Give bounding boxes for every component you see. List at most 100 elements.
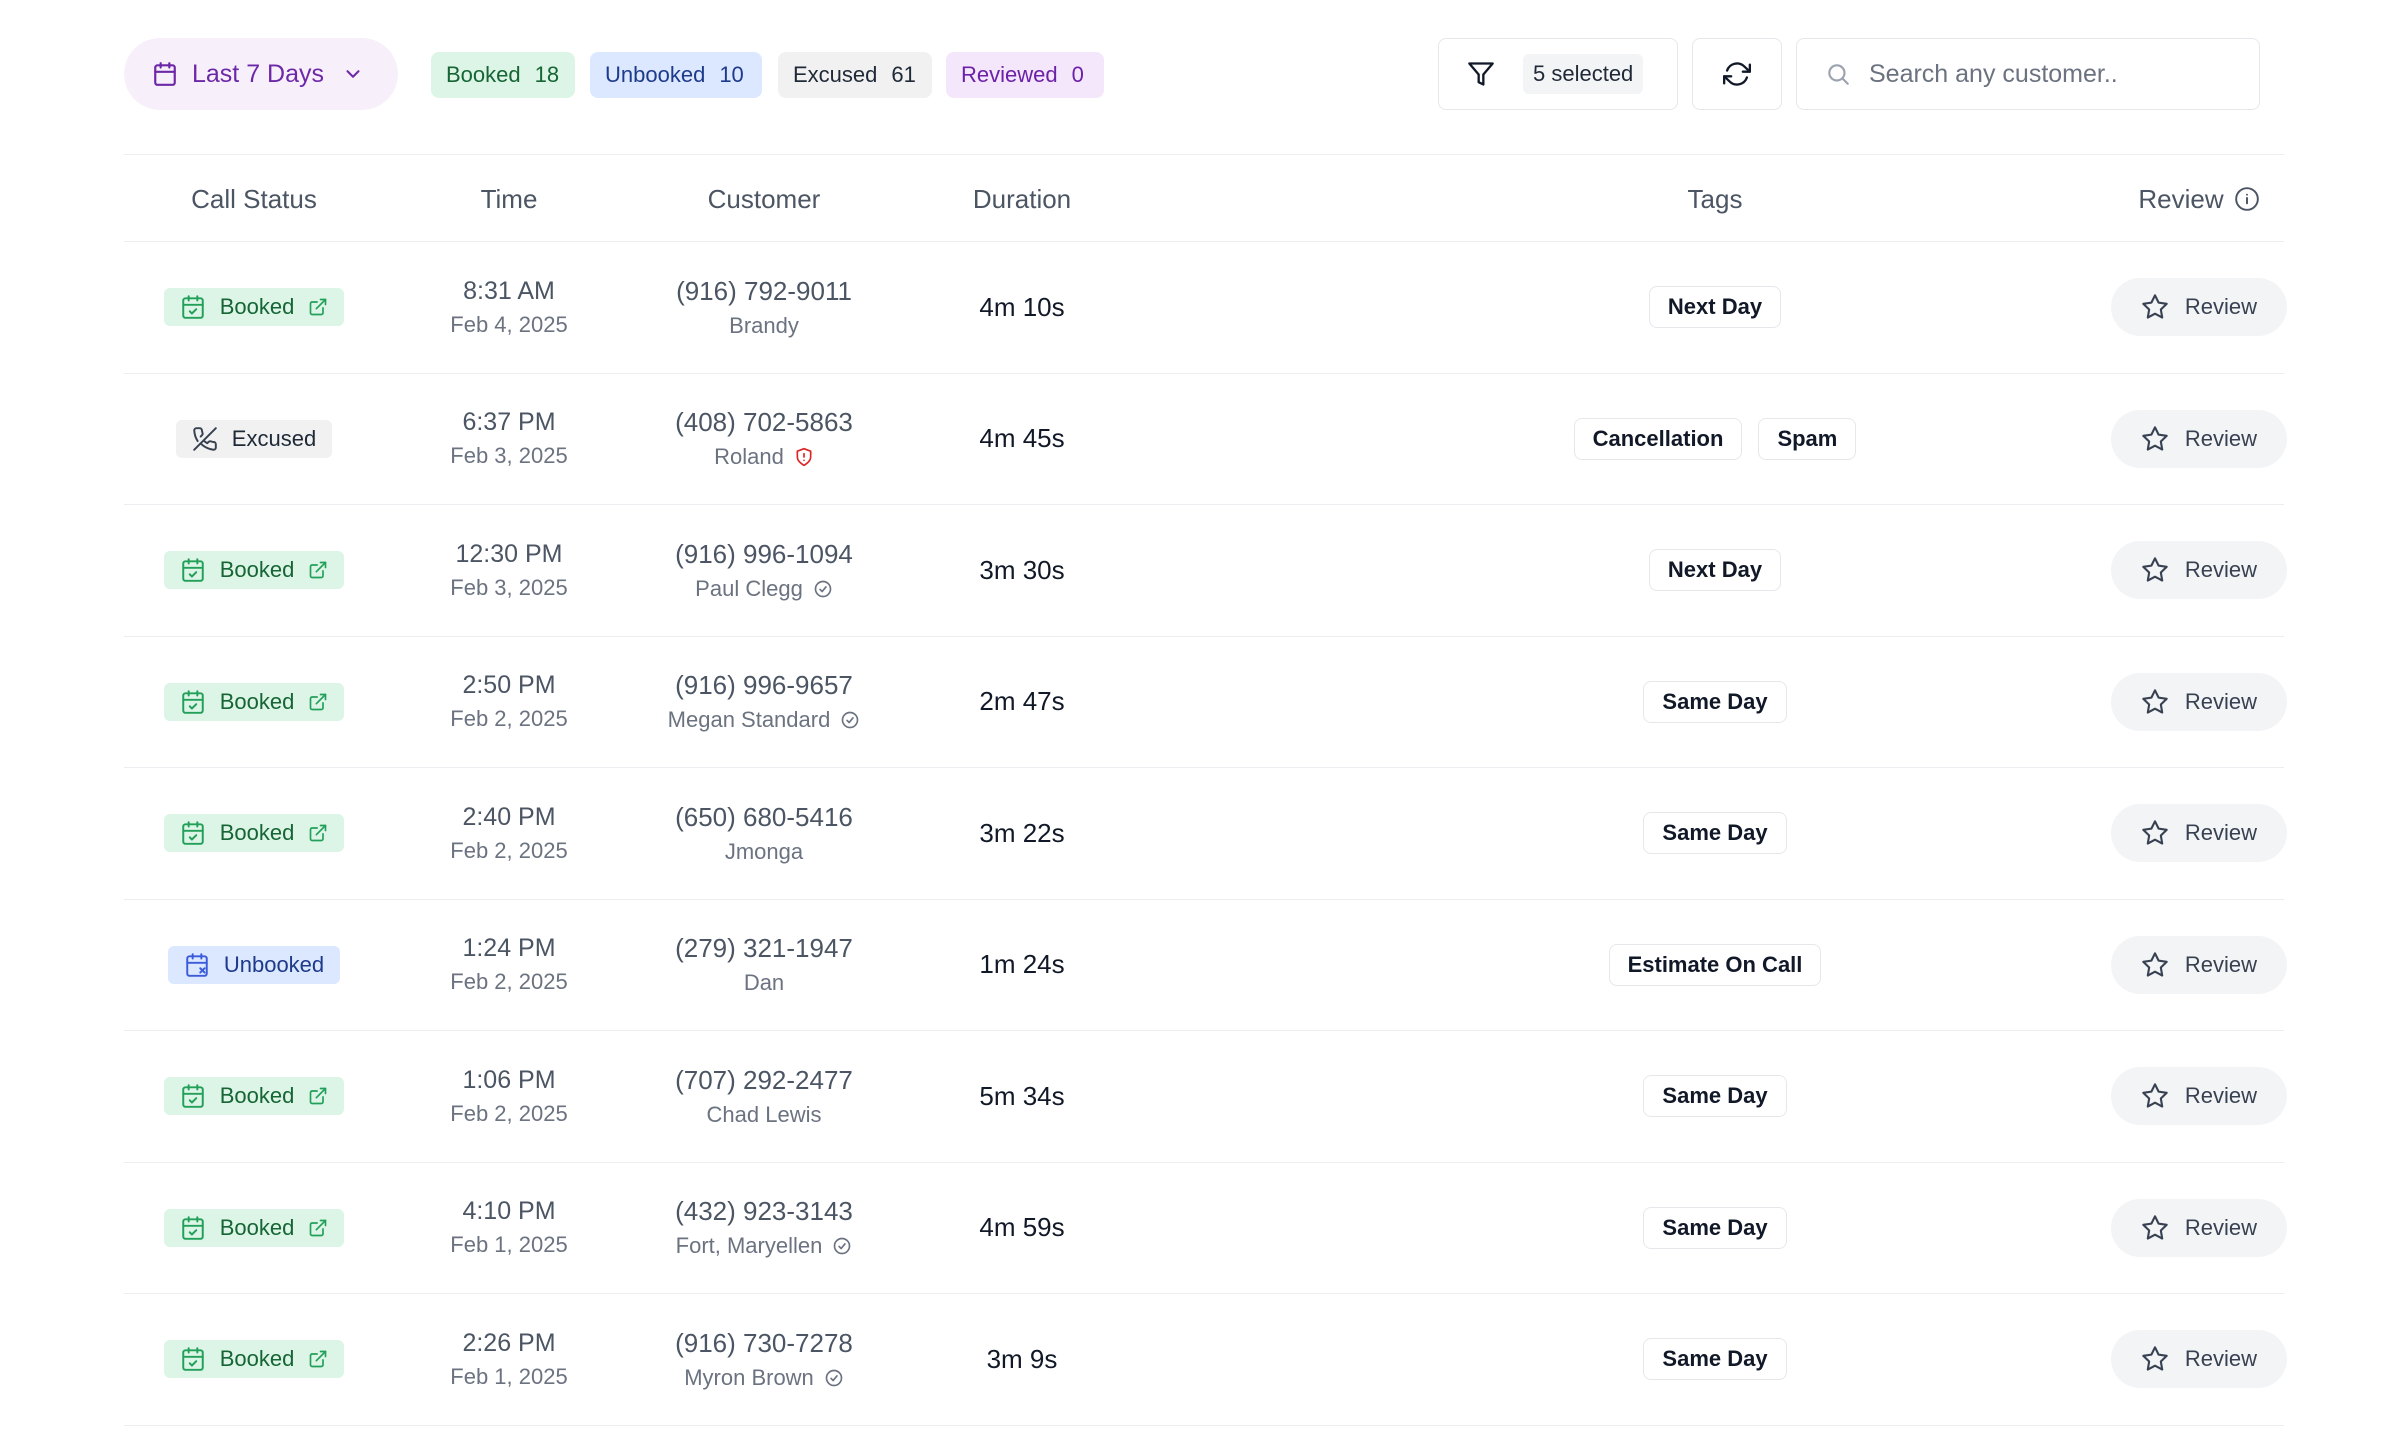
info-icon[interactable] [2234,186,2260,212]
review-button[interactable]: Review [2111,1330,2287,1389]
status-cell: Booked [124,768,384,899]
table-row[interactable]: Booked 2:26 PM Feb 1, 2025 (916) 730-727… [124,1294,2287,1426]
review-cell: Review [1984,505,2398,636]
star-icon [2141,1214,2169,1242]
verified-check-icon [840,710,860,730]
external-link-icon[interactable] [308,692,328,712]
review-button[interactable]: Review [2111,1198,2287,1257]
external-link-icon[interactable] [308,1086,328,1106]
external-link-icon[interactable] [308,1218,328,1238]
status-badge[interactable]: Booked [163,1340,345,1379]
table-row[interactable]: Booked 8:31 AM Feb 4, 2025 (916) 792-901… [124,242,2287,374]
customer-cell[interactable]: (432) 923-3143 Fort, Maryellen [634,1163,894,1294]
call-time: 2:50 PM [462,671,556,700]
status-label: Booked [219,820,295,846]
review-button[interactable]: Review [2111,278,2287,337]
tag-chip[interactable]: Same Day [1643,1338,1787,1381]
duration-cell: 5m 34s [894,1031,1150,1162]
table-row[interactable]: Booked 4:10 PM Feb 1, 2025 (432) 923-314… [124,1163,2287,1294]
call-duration: 3m 30s [979,554,1065,585]
badge-label: Booked [446,62,521,87]
excused-count-badge[interactable]: Excused 61 [778,52,932,98]
review-button-label: Review [2184,951,2258,977]
status-badge[interactable]: Excused [175,419,333,458]
review-button[interactable]: Review [2111,1067,2287,1126]
review-button[interactable]: Review [2111,409,2287,468]
header-time[interactable]: Time [480,183,538,214]
customer-phone: (432) 923-3143 [675,1196,853,1227]
tag-chip[interactable]: Next Day [1648,286,1782,329]
review-button[interactable]: Review [2111,804,2287,863]
tag-chip[interactable]: Same Day [1643,812,1787,855]
customer-name-wrap: Fort, Maryellen [676,1233,853,1259]
external-link-icon[interactable] [308,823,328,843]
review-cell: Review [1984,900,2398,1031]
status-badge[interactable]: Booked [163,288,345,327]
customer-cell[interactable]: (916) 730-7278 Myron Brown [634,1294,894,1425]
filter-button[interactable]: 5 selected [1438,38,1678,110]
header-review[interactable]: Review [1984,155,2398,243]
tag-chip[interactable]: Same Day [1643,1206,1787,1249]
refresh-button[interactable] [1692,38,1782,110]
header-customer[interactable]: Customer [707,183,821,214]
tag-chip[interactable]: Next Day [1648,549,1782,592]
customer-name: Paul Clegg [695,575,803,601]
customer-name-wrap: Roland [714,444,814,470]
customer-cell[interactable]: (408) 702-5863 Roland [634,374,894,505]
booked-count-badge[interactable]: Booked 18 [431,52,575,98]
date-range-dropdown[interactable]: Last 7 Days [124,38,398,110]
time-cell: 6:37 PM Feb 3, 2025 [384,374,634,505]
status-badge[interactable]: Booked [163,1077,345,1116]
status-badge[interactable]: Booked [163,551,345,590]
call-time: 1:24 PM [462,934,556,963]
unbooked-count-badge[interactable]: Unbooked 10 [590,52,762,98]
search-field[interactable] [1796,38,2260,110]
table-row[interactable]: Booked 12:30 PM Feb 3, 2025 (916) 996-10… [124,505,2287,637]
tag-chip[interactable]: Spam [1758,417,1857,460]
duration-cell: 4m 59s [894,1163,1150,1294]
customer-cell[interactable]: (650) 680-5416 Jmonga [634,768,894,899]
customer-cell[interactable]: (707) 292-2477 Chad Lewis [634,1031,894,1162]
tag-chip[interactable]: Same Day [1643,680,1787,723]
status-cell: Booked [124,1294,384,1425]
customer-cell[interactable]: (916) 996-1094 Paul Clegg [634,505,894,636]
customer-cell[interactable]: (916) 996-9657 Megan Standard [634,637,894,768]
header-call-status[interactable]: Call Status [191,183,317,214]
review-button[interactable]: Review [2111,935,2287,994]
review-button-label: Review [2184,1083,2258,1109]
status-badge[interactable]: Booked [163,1208,345,1247]
verified-check-icon [824,1368,844,1388]
status-badge[interactable]: Booked [163,814,345,853]
external-link-icon[interactable] [308,560,328,580]
status-label: Booked [219,688,295,714]
status-label: Unbooked [223,951,325,977]
status-badge[interactable]: Booked [163,682,345,721]
tag-chip[interactable]: Same Day [1643,1075,1787,1118]
search-input[interactable] [1869,59,2249,89]
status-badge[interactable]: Unbooked [167,945,341,984]
call-time: 2:40 PM [462,802,556,831]
header-tags[interactable]: Tags [1687,183,1743,214]
calendar-check-icon [180,820,206,846]
external-link-icon[interactable] [308,297,328,317]
call-time: 1:06 PM [462,1065,556,1094]
customer-cell[interactable]: (916) 792-9011 Brandy [634,242,894,373]
header-duration[interactable]: Duration [972,183,1072,214]
external-link-icon[interactable] [308,1349,328,1369]
table-row[interactable]: Excused 6:37 PM Feb 3, 2025 (408) 702-58… [124,374,2287,505]
tag-chip[interactable]: Cancellation [1573,417,1743,460]
customer-cell[interactable]: (279) 321-1947 Dan [634,900,894,1031]
table-row[interactable]: Booked 2:50 PM Feb 2, 2025 (916) 996-965… [124,637,2287,768]
reviewed-count-badge[interactable]: Reviewed 0 [946,52,1104,98]
call-duration: 1m 24s [979,949,1065,980]
customer-name: Myron Brown [684,1364,814,1390]
tags-cell: Same Day [1150,1163,2280,1294]
table-row[interactable]: Unbooked 1:24 PM Feb 2, 2025 (279) 321-1… [124,900,2287,1031]
tag-chip[interactable]: Estimate On Call [1608,943,1822,986]
review-button[interactable]: Review [2111,541,2287,600]
call-time: 2:26 PM [462,1328,556,1357]
table-row[interactable]: Booked 1:06 PM Feb 2, 2025 (707) 292-247… [124,1031,2287,1163]
table-row[interactable]: Booked 2:40 PM Feb 2, 2025 (650) 680-541… [124,768,2287,900]
review-button[interactable]: Review [2111,672,2287,731]
time-cell: 1:24 PM Feb 2, 2025 [384,900,634,1031]
